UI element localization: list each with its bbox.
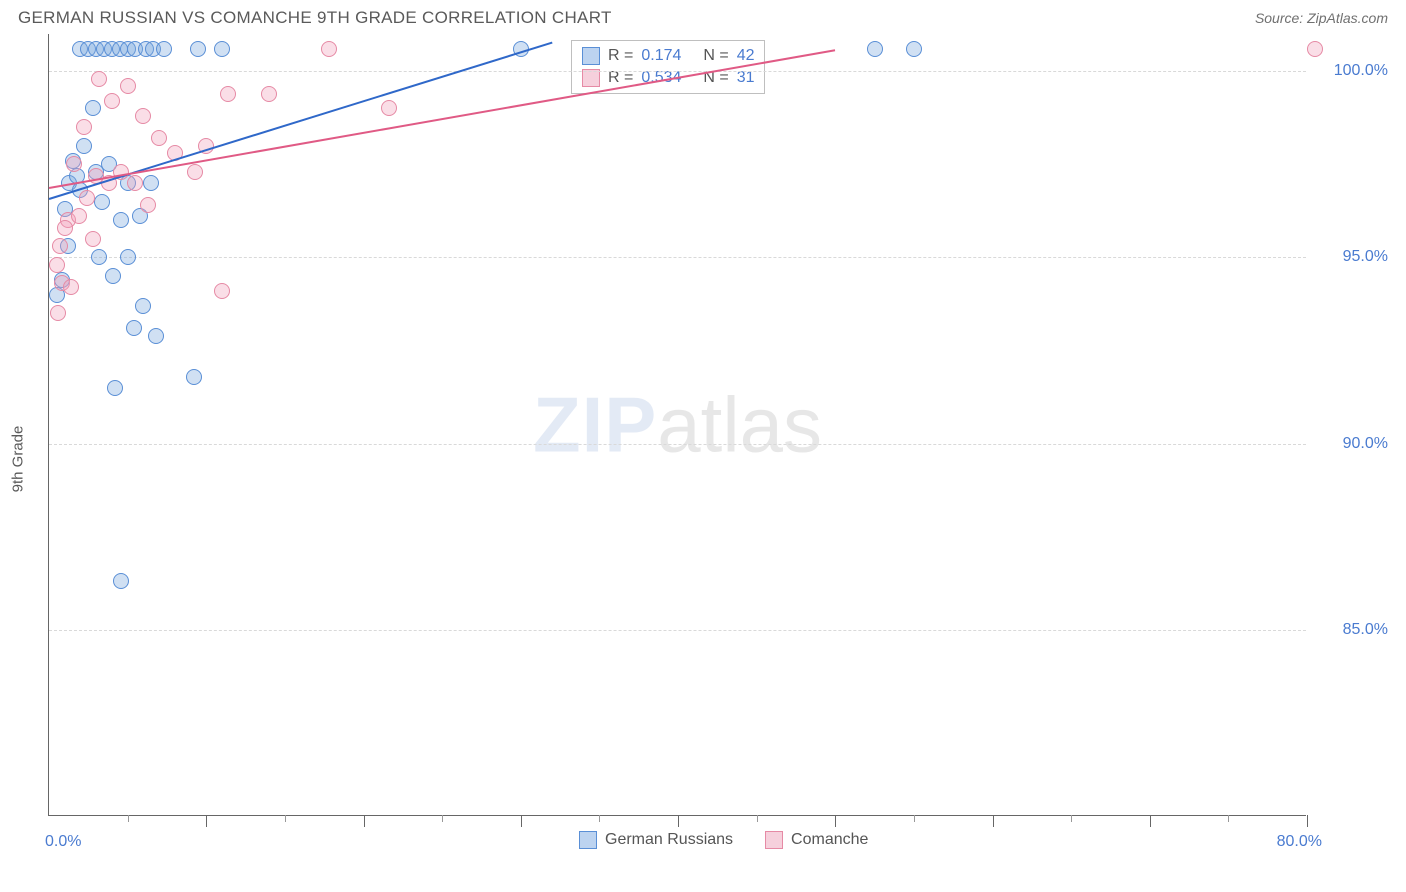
scatter-point-comanche: [140, 197, 156, 213]
watermark-zip: ZIP: [533, 380, 657, 468]
scatter-point-comanche: [85, 231, 101, 247]
source-label: Source: ZipAtlas.com: [1255, 10, 1388, 26]
scatter-point-german_russians: [107, 380, 123, 396]
scatter-point-comanche: [1307, 41, 1323, 57]
legend-item-comanche: Comanche: [765, 831, 868, 849]
scatter-point-comanche: [49, 257, 65, 273]
scatter-point-german_russians: [113, 212, 129, 228]
scatter-point-comanche: [52, 238, 68, 254]
scatter-point-comanche: [50, 305, 66, 321]
chart-title: GERMAN RUSSIAN VS COMANCHE 9TH GRADE COR…: [18, 8, 612, 28]
x-tick-major: [364, 815, 365, 827]
y-axis-label: 9th Grade: [10, 426, 27, 493]
x-tick-major: [835, 815, 836, 827]
x-tick-minor: [1228, 815, 1229, 822]
y-tick-label: 85.0%: [1314, 621, 1388, 639]
legend-label-comanche: Comanche: [791, 831, 868, 849]
x-tick-minor: [285, 815, 286, 822]
scatter-point-german_russians: [105, 268, 121, 284]
x-tick-major: [678, 815, 679, 827]
r-value-german_russians: 0.174: [641, 47, 695, 65]
scatter-point-german_russians: [91, 249, 107, 265]
scatter-point-german_russians: [190, 41, 206, 57]
scatter-point-comanche: [120, 78, 136, 94]
scatter-point-comanche: [187, 164, 203, 180]
x-label-min: 0.0%: [45, 833, 81, 851]
x-tick-major: [206, 815, 207, 827]
n-label: N =: [703, 47, 728, 65]
scatter-point-comanche: [63, 279, 79, 295]
swatch-german_russians: [579, 831, 597, 849]
watermark: ZIPatlas: [533, 379, 822, 470]
scatter-point-german_russians: [906, 41, 922, 57]
scatter-point-comanche: [321, 41, 337, 57]
plot-area: ZIPatlas R =0.174N =42R =0.534N =31 85.0…: [48, 34, 1306, 816]
x-label-max: 80.0%: [1277, 833, 1322, 851]
scatter-point-comanche: [220, 86, 236, 102]
x-tick-minor: [442, 815, 443, 822]
scatter-point-comanche: [57, 220, 73, 236]
scatter-point-comanche: [135, 108, 151, 124]
legend-item-german_russians: German Russians: [579, 831, 733, 849]
scatter-point-comanche: [79, 190, 95, 206]
scatter-point-german_russians: [143, 175, 159, 191]
chart-container: 9th Grade ZIPatlas R =0.174N =42R =0.534…: [0, 34, 1406, 884]
scatter-point-german_russians: [94, 194, 110, 210]
scatter-point-comanche: [261, 86, 277, 102]
gridline-h: [49, 444, 1306, 445]
trend-line-german_russians: [49, 41, 553, 199]
scatter-point-german_russians: [120, 249, 136, 265]
scatter-point-comanche: [214, 283, 230, 299]
scatter-point-german_russians: [113, 573, 129, 589]
scatter-point-comanche: [381, 100, 397, 116]
watermark-atlas: atlas: [657, 380, 822, 468]
scatter-point-german_russians: [214, 41, 230, 57]
scatter-point-german_russians: [126, 320, 142, 336]
scatter-point-comanche: [104, 93, 120, 109]
x-tick-minor: [1071, 815, 1072, 822]
scatter-point-comanche: [127, 175, 143, 191]
scatter-point-comanche: [76, 119, 92, 135]
y-tick-label: 100.0%: [1314, 62, 1388, 80]
scatter-point-german_russians: [148, 328, 164, 344]
scatter-point-comanche: [66, 156, 82, 172]
x-tick-minor: [599, 815, 600, 822]
trend-line-comanche: [49, 49, 836, 189]
scatter-point-comanche: [71, 208, 87, 224]
gridline-h: [49, 71, 1306, 72]
x-tick-major: [1307, 815, 1308, 827]
scatter-point-comanche: [91, 71, 107, 87]
scatter-point-german_russians: [135, 298, 151, 314]
n-value-german_russians: 42: [737, 47, 755, 65]
legend-bottom: German Russians Comanche: [579, 831, 868, 849]
legend-label-german_russians: German Russians: [605, 831, 733, 849]
x-tick-major: [521, 815, 522, 827]
scatter-point-german_russians: [867, 41, 883, 57]
r-label: R =: [608, 47, 633, 65]
x-tick-major: [993, 815, 994, 827]
gridline-h: [49, 630, 1306, 631]
scatter-point-german_russians: [156, 41, 172, 57]
swatch-german_russians: [582, 47, 600, 65]
stats-row-german_russians: R = 0.174 N = 42: [582, 45, 754, 67]
x-tick-minor: [757, 815, 758, 822]
gridline-h: [49, 257, 1306, 258]
scatter-point-german_russians: [76, 138, 92, 154]
swatch-comanche: [765, 831, 783, 849]
scatter-point-german_russians: [85, 100, 101, 116]
scatter-point-german_russians: [186, 369, 202, 385]
y-tick-label: 90.0%: [1314, 435, 1388, 453]
x-tick-major: [1150, 815, 1151, 827]
y-tick-label: 95.0%: [1314, 248, 1388, 266]
x-tick-minor: [914, 815, 915, 822]
scatter-point-comanche: [151, 130, 167, 146]
x-tick-minor: [128, 815, 129, 822]
